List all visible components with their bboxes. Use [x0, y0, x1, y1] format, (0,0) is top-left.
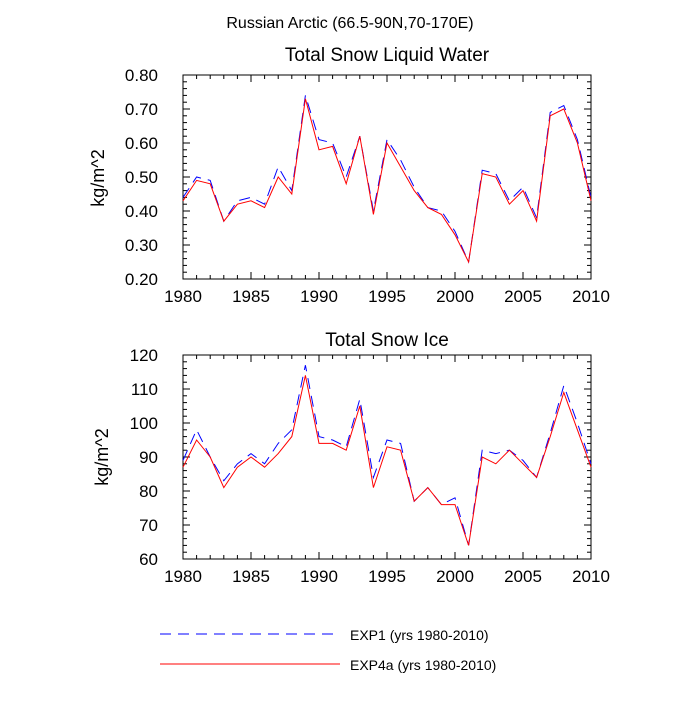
series-line-exp1 [182, 95, 592, 264]
x-tick-label: 2005 [504, 567, 542, 586]
x-tick-label: 2000 [436, 287, 474, 306]
x-tick-label: 1980 [164, 287, 202, 306]
series-line-exp4a [182, 98, 592, 264]
y-tick-label: 0.30 [125, 236, 158, 255]
x-tick-label: 1985 [232, 287, 270, 306]
y-tick-label: 120 [130, 346, 158, 365]
y-tick-label: 80 [139, 482, 158, 501]
x-tick-label: 1990 [300, 287, 338, 306]
x-tick-label: 2000 [436, 567, 474, 586]
y-tick-label: 70 [139, 516, 158, 535]
chart-title: Total Snow Liquid Water [285, 45, 490, 66]
y-tick-label: 0.60 [125, 134, 158, 153]
y-tick-label: 90 [139, 448, 158, 467]
legend-label-exp4a: EXP4a (yrs 1980-2010) [350, 657, 496, 673]
y-tick-label: 110 [131, 380, 158, 399]
x-tick-label: 1990 [300, 567, 338, 586]
y-tick-label: 0.80 [125, 66, 158, 85]
x-tick-label: 2010 [572, 567, 610, 586]
y-axis-label: kg/m^2 [92, 428, 112, 485]
legend: EXP1 (yrs 1980-2010) EXP4a (yrs 1980-201… [160, 627, 496, 673]
panel-snow-liquid-water: Total Snow Liquid Water kg/m^2 1980 1985 1… [88, 45, 610, 306]
x-tick-label: 1995 [368, 287, 406, 306]
x-tick-label: 2005 [504, 287, 542, 306]
panel-snow-ice: Total Snow Ice kg/m^2 1980 1985 1990 1995 20… [92, 330, 610, 586]
y-tick-label: 0.50 [125, 168, 158, 187]
y-tick-label: 0.70 [125, 100, 158, 119]
series-line-exp1 [182, 365, 592, 546]
page-title: Russian Arctic (66.5-90N,70-170E) [226, 15, 473, 32]
y-tick-label: 100 [130, 414, 158, 433]
series-line-exp4a [182, 375, 592, 546]
y-axis-label: kg/m^2 [88, 149, 108, 206]
x-tick-label: 1995 [368, 567, 406, 586]
x-tick-label: 2010 [572, 287, 610, 306]
y-tick-label: 0.40 [125, 202, 158, 221]
plot-frame [182, 74, 592, 280]
chart-title: Total Snow Ice [325, 330, 449, 351]
y-tick-label: 0.20 [125, 270, 158, 289]
y-tick-label: 60 [139, 550, 158, 569]
x-tick-label: 1985 [232, 567, 270, 586]
plot-frame [182, 354, 592, 560]
legend-label-exp1: EXP1 (yrs 1980-2010) [350, 627, 489, 643]
x-tick-label: 1980 [164, 567, 202, 586]
